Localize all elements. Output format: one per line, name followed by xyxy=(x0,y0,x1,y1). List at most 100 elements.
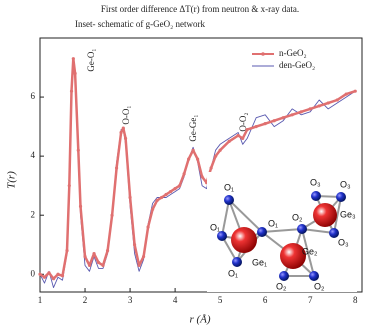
x-tick-label: 7 xyxy=(308,295,313,305)
series-marker xyxy=(326,101,330,105)
atoms xyxy=(217,191,346,281)
series-marker xyxy=(164,192,168,197)
series-marker xyxy=(290,113,294,117)
atom-label: O₂ xyxy=(314,281,325,291)
series-marker xyxy=(241,136,245,141)
plot-frame xyxy=(39,37,363,293)
series-marker xyxy=(128,195,132,200)
series-marker xyxy=(110,213,114,217)
chart-title: First order difference ΔT(r) from neutro… xyxy=(101,4,299,14)
series-marker xyxy=(281,116,285,120)
series-marker xyxy=(218,148,222,152)
series-marker xyxy=(159,195,164,200)
series-marker xyxy=(121,126,125,130)
annotation: Ge-O₁ xyxy=(86,48,96,71)
y-tick-label: 4 xyxy=(31,150,36,160)
atom-label: O₁ xyxy=(268,218,278,228)
series-marker xyxy=(42,275,47,279)
series-marker xyxy=(254,125,258,129)
series-marker xyxy=(105,249,110,253)
series-marker xyxy=(47,271,51,275)
series-marker xyxy=(173,187,177,191)
series-marker xyxy=(245,127,249,132)
atom-label: O₃ xyxy=(340,179,351,189)
series-marker xyxy=(178,184,182,188)
annotation: O-O₂ xyxy=(238,112,248,131)
series-marker xyxy=(87,263,92,268)
series-marker xyxy=(137,263,141,268)
series-marker xyxy=(191,148,195,152)
atom-label: Ge₃ xyxy=(340,209,356,219)
series-marker xyxy=(96,260,101,265)
atom-label: O₁ xyxy=(210,222,220,232)
series-marker xyxy=(150,207,155,211)
series-marker xyxy=(344,92,348,96)
y-tick-label: 6 xyxy=(31,91,36,101)
series-marker xyxy=(71,57,75,61)
series-marker xyxy=(308,107,312,111)
series-marker xyxy=(141,254,146,259)
legend-label: n-GeO₂ xyxy=(279,48,307,58)
series-marker xyxy=(196,157,200,161)
series-marker xyxy=(155,198,159,203)
series-marker xyxy=(60,274,65,278)
series-marker xyxy=(236,133,240,138)
series-marker xyxy=(38,272,42,276)
series-marker xyxy=(119,130,123,135)
series-marker xyxy=(123,136,128,141)
series-marker xyxy=(200,175,204,179)
series-marker xyxy=(335,98,339,102)
series-marker xyxy=(83,254,87,259)
series-marker xyxy=(187,157,191,161)
series-marker xyxy=(65,249,69,253)
x-tick-label: 4 xyxy=(173,295,178,305)
atom-label: O₁ xyxy=(228,268,238,278)
x-tick-label: 6 xyxy=(263,295,268,305)
series-marker xyxy=(101,263,105,268)
annotation: Ge-Ge₁ xyxy=(188,114,198,141)
x-axis-label: r (Å) xyxy=(189,314,210,326)
atom-label: Ge₁ xyxy=(252,257,267,267)
series-marker xyxy=(73,71,77,76)
series-marker xyxy=(317,104,321,108)
atom-label: Ge₂ xyxy=(302,246,318,256)
atom-label: O₂ xyxy=(292,212,303,222)
series-marker xyxy=(169,189,173,194)
atom-label: O₃ xyxy=(338,237,349,247)
series-marker xyxy=(76,148,80,152)
atom-label: O₁ xyxy=(224,182,234,192)
x-tick-label: 3 xyxy=(128,295,133,305)
series-marker xyxy=(209,166,213,170)
series-marker xyxy=(214,154,218,158)
series-marker xyxy=(56,272,60,276)
x-tick-label: 8 xyxy=(353,295,358,305)
y-tick-label: 0 xyxy=(31,268,36,278)
atom-label: O₃ xyxy=(310,177,321,187)
series-marker xyxy=(92,252,96,256)
inset-schematic: O₁ O₁ O₁ O₁ Ge₁ O₂ Ge₂ O₂ O₂ O₃ O₃ Ge₃ O… xyxy=(207,172,357,292)
chart-subtitle: Inset- schematic of g-GeO₂ network xyxy=(75,19,206,29)
series-marker xyxy=(114,166,119,170)
x-tick-label: 2 xyxy=(83,295,88,305)
series-marker xyxy=(78,204,83,208)
series-marker xyxy=(272,119,276,123)
series-marker xyxy=(263,122,267,126)
y-tick-label: 2 xyxy=(31,209,36,219)
series-marker xyxy=(69,89,74,93)
annotation: O-O₁ xyxy=(121,105,131,124)
series-marker xyxy=(353,89,357,93)
x-tick-label: 5 xyxy=(218,295,223,305)
atom-label: O₂ xyxy=(276,281,287,291)
series-marker xyxy=(227,139,231,143)
series-marker xyxy=(132,243,137,247)
x-tick-label: 1 xyxy=(38,295,43,305)
series-marker xyxy=(51,277,56,281)
series-marker xyxy=(146,225,150,229)
plot-area: 1 2 3 4 5 6 7 8 0 2 4 6 Ge-O₁ O-O₁ Ge-Ge₁ O-O₂ n-GeO₂ den… xyxy=(31,37,363,305)
legend-label: den-GeO₂ xyxy=(279,60,315,70)
y-axis-label: T(r) xyxy=(6,171,18,189)
legend-marker xyxy=(261,52,265,56)
series-marker xyxy=(67,184,71,188)
series-marker xyxy=(299,110,303,114)
